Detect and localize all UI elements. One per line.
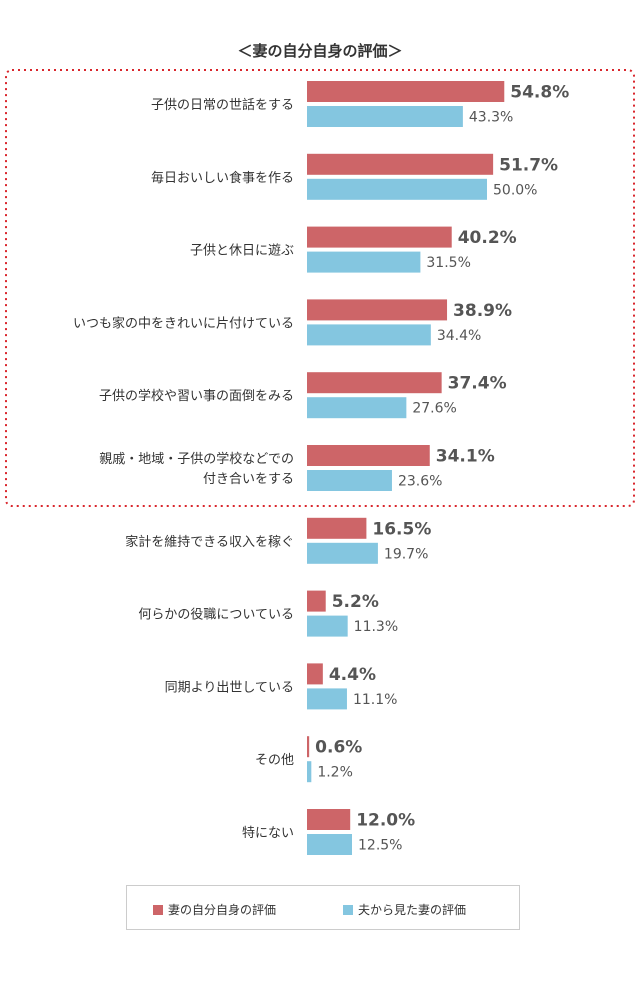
bar-husband-evaluation [307, 615, 348, 637]
value-label-self: 51.7% [499, 155, 558, 175]
category-label: 子供の日常の世話をする [151, 97, 294, 113]
value-label-husband: 12.5% [358, 838, 402, 854]
category-label: 毎日おいしい食事を作る [151, 170, 294, 186]
value-label-self: 37.4% [448, 374, 507, 394]
legend-swatch-series-2 [343, 904, 353, 915]
category-label: 家計を維持できる収入を稼ぐ [125, 534, 294, 550]
value-label-husband: 31.5% [426, 255, 470, 271]
value-label-husband: 1.2% [317, 765, 353, 781]
bar-husband-evaluation [307, 178, 487, 200]
category-label: いつも家の中をきれいに片付けている [73, 315, 294, 331]
value-label-husband: 27.6% [412, 401, 456, 417]
value-label-self: 12.0% [356, 811, 415, 831]
value-label-husband: 11.1% [353, 692, 397, 708]
highlight-frame [5, 69, 635, 507]
legend-label-series-2: 夫から見た妻の評価 [358, 903, 467, 917]
category-label: 同期より出世している [165, 680, 294, 695]
value-label-husband: 50.0% [493, 182, 537, 198]
bar-group: 子供の日常の世話をする 54.8% 43.3% 毎日おいしい食事を作る 51.7% 50.… [73, 81, 569, 855]
bar-husband-evaluation [307, 397, 407, 419]
value-label-self: 5.2% [332, 592, 379, 612]
bar-self-evaluation [307, 445, 430, 466]
bar-self-evaluation [307, 590, 326, 612]
value-label-self: 0.6% [315, 738, 362, 758]
bar-self-evaluation [307, 153, 494, 175]
bar-husband-evaluation [307, 251, 421, 273]
value-label-husband: 19.7% [384, 546, 428, 562]
bar-husband-evaluation [307, 470, 392, 491]
bar-self-evaluation [307, 517, 367, 539]
category-label: 親戚・地域・子供の学校などでの [99, 451, 294, 467]
legend-item-series-1: 妻の自分自身の評価 [153, 901, 276, 918]
bar-self-evaluation [307, 809, 351, 830]
category-label: 付き合いをする [203, 472, 294, 487]
chart-title: ＜妻の自分自身の評価＞ [237, 42, 402, 60]
bar-husband-evaluation [307, 688, 347, 710]
bar-self-evaluation [307, 736, 310, 758]
bar-husband-evaluation [307, 761, 312, 783]
legend-item-series-2: 夫から見た妻の評価 [343, 901, 466, 918]
bar-self-evaluation [307, 372, 442, 394]
value-label-husband: 43.3% [469, 110, 513, 126]
bar-self-evaluation [307, 226, 452, 248]
category-label: 子供の学校や習い事の面倒をみる [99, 388, 294, 404]
value-label-self: 4.4% [329, 665, 376, 685]
value-label-self: 54.8% [510, 83, 569, 103]
category-label: その他 [255, 753, 294, 768]
value-label-husband: 11.3% [354, 619, 398, 635]
value-label-self: 38.9% [453, 301, 512, 321]
value-label-husband: 23.6% [398, 474, 442, 490]
bar-self-evaluation [307, 299, 448, 321]
legend-label-series-1: 妻の自分自身の評価 [168, 903, 277, 917]
category-label: 何らかの役職についている [138, 607, 294, 623]
bar-self-evaluation [307, 663, 323, 685]
legend: 妻の自分自身の評価 夫から見た妻の評価 [126, 885, 520, 930]
category-label: 特にない [242, 826, 294, 841]
category-label: 子供と休日に遊ぶ [190, 244, 294, 259]
bar-self-evaluation [307, 81, 505, 102]
value-label-self: 16.5% [372, 519, 431, 539]
value-label-husband: 34.4% [437, 328, 481, 344]
value-label-self: 34.1% [436, 447, 495, 467]
bar-husband-evaluation [307, 542, 378, 564]
bar-husband-evaluation [307, 834, 352, 855]
value-label-self: 40.2% [458, 228, 517, 248]
bar-husband-evaluation [307, 106, 463, 127]
bar-husband-evaluation [307, 324, 431, 346]
legend-swatch-series-1 [153, 904, 163, 915]
